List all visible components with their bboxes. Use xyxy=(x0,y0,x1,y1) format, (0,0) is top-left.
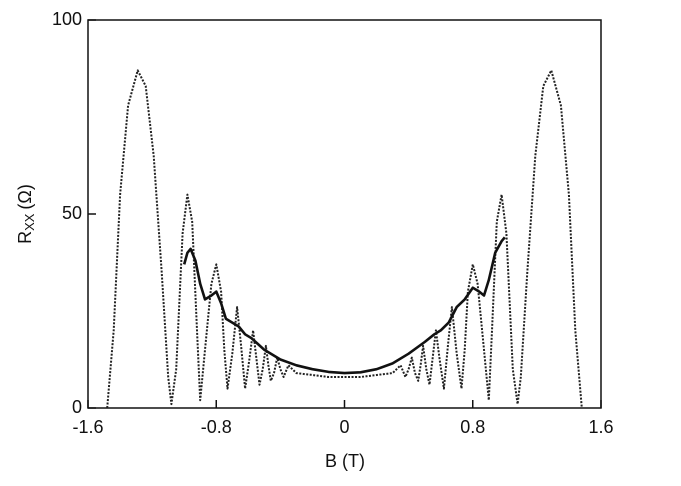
y-label-main: R xyxy=(15,231,35,244)
y-label-sub: XX xyxy=(22,213,37,231)
y-tick-label: 0 xyxy=(72,397,82,417)
x-tick-label: 0.8 xyxy=(460,417,485,437)
x-tick-label: 0 xyxy=(339,417,349,437)
y-label-unit: (Ω) xyxy=(15,184,35,209)
x-tick-label: 1.6 xyxy=(588,417,613,437)
plot-frame xyxy=(87,19,602,409)
y-axis-label: RXX (Ω) xyxy=(15,184,38,244)
y-tick-label: 50 xyxy=(62,203,82,223)
x-tick-label: -1.6 xyxy=(72,417,103,437)
x-axis-label: B (T) xyxy=(325,451,365,471)
data-line xyxy=(182,236,506,375)
x-tick-label: -0.8 xyxy=(201,417,232,437)
data-line xyxy=(106,69,583,409)
y-tick-label: 100 xyxy=(52,9,82,29)
